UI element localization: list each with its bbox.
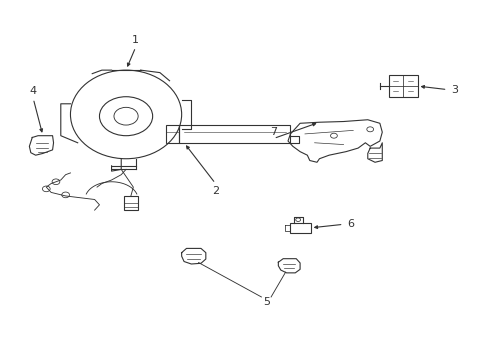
Text: 5: 5	[262, 297, 269, 307]
Bar	[388, 76, 417, 97]
Bar	[290, 223, 310, 233]
Text: 2: 2	[211, 186, 219, 195]
Bar	[165, 125, 179, 143]
Bar	[123, 196, 138, 210]
Text: 1: 1	[132, 35, 139, 45]
Text: 7: 7	[269, 127, 277, 137]
Bar	[179, 125, 290, 143]
Text: 4: 4	[30, 86, 37, 96]
Text: 6: 6	[346, 219, 354, 229]
Text: 3: 3	[450, 85, 457, 95]
